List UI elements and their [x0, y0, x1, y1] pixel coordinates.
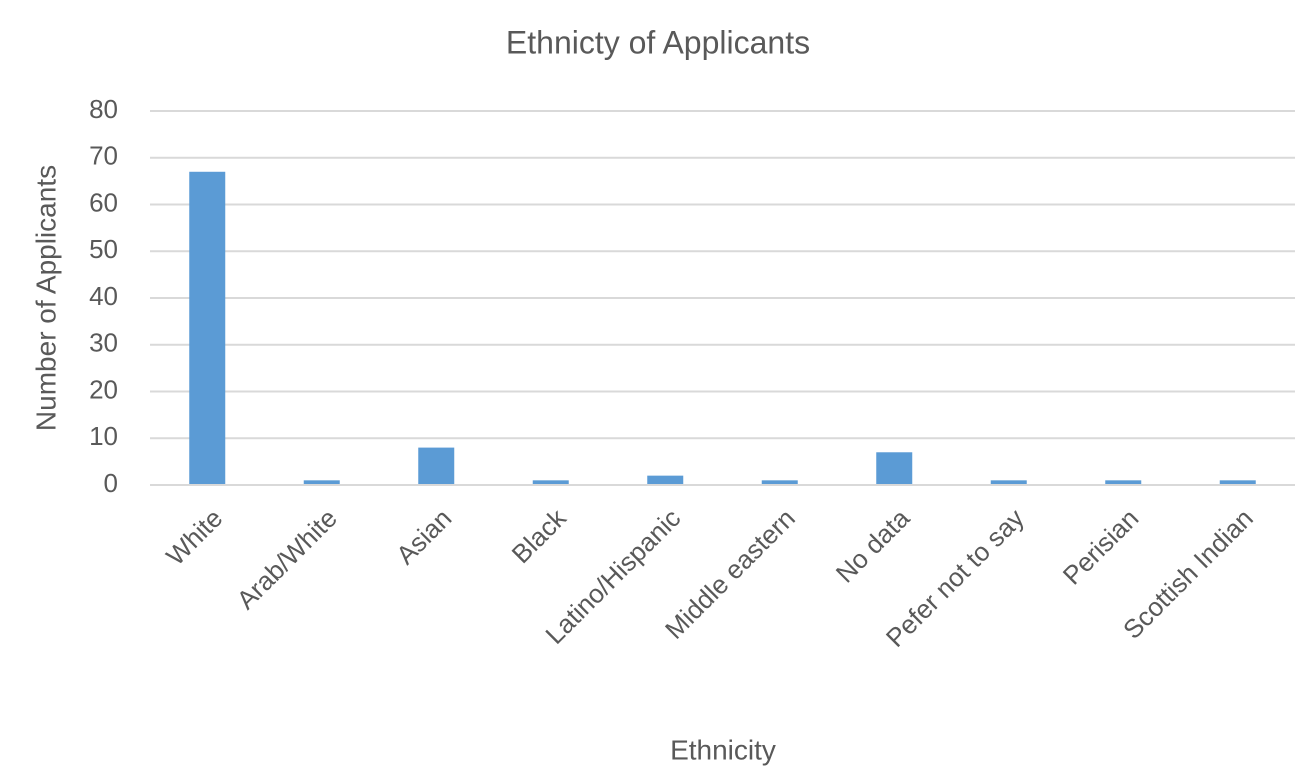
x-axis-title: Ethnicity [670, 734, 776, 765]
y-tick-label: 40 [89, 281, 118, 311]
bar [418, 447, 455, 485]
bar [1219, 480, 1256, 485]
y-axis-title: Number of Applicants [30, 165, 61, 431]
y-tick-label: 50 [89, 234, 118, 264]
y-tick-label: 80 [89, 94, 118, 124]
bar [189, 171, 226, 485]
y-tick-label: 60 [89, 187, 118, 217]
y-tick-label: 20 [89, 374, 118, 404]
bar [1105, 480, 1142, 485]
bar [303, 480, 340, 485]
y-tick-label: 0 [104, 468, 118, 498]
bar [647, 475, 684, 485]
y-tick-label: 30 [89, 328, 118, 358]
y-tick-label: 70 [89, 141, 118, 171]
bar [876, 452, 913, 485]
bar [761, 480, 798, 485]
bar [990, 480, 1027, 485]
chart-title: Ethnicty of Applicants [506, 24, 810, 60]
bar [532, 480, 569, 485]
y-tick-label: 10 [89, 421, 118, 451]
